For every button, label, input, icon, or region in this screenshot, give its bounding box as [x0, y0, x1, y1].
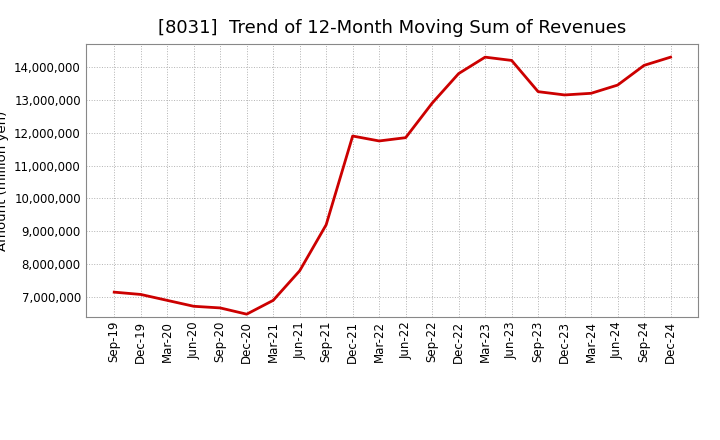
- Y-axis label: Amount (million yen): Amount (million yen): [0, 110, 9, 250]
- Title: [8031]  Trend of 12-Month Moving Sum of Revenues: [8031] Trend of 12-Month Moving Sum of R…: [158, 19, 626, 37]
